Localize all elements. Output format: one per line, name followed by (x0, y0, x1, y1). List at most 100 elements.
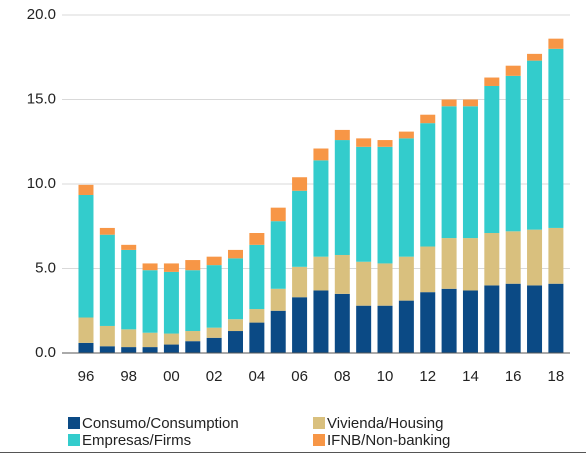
bar-segment (462, 238, 478, 291)
x-tick-label: 12 (419, 368, 436, 385)
bar-segment (377, 146, 393, 264)
bar-segment (142, 347, 158, 353)
bar-segment (334, 254, 350, 294)
bar-segment (228, 319, 243, 332)
bar-segment (206, 327, 222, 338)
x-tick-label: 06 (291, 368, 308, 385)
bar-segment (78, 194, 94, 318)
legend-label: Vivienda/Housing (327, 415, 443, 432)
bar-segment (527, 53, 543, 61)
bar-segment (313, 160, 329, 257)
bar-segment (356, 305, 372, 353)
bar-segment (377, 305, 393, 353)
legend-label: Empresas/Firms (82, 432, 191, 449)
bar-segment (484, 285, 500, 353)
bar-segment (377, 140, 393, 147)
bar-segment (121, 347, 137, 353)
bar-segment (206, 256, 222, 266)
bar-segment (228, 249, 243, 259)
bar-segment (292, 297, 308, 353)
bar-segment (505, 65, 521, 76)
bar-segment (356, 146, 372, 262)
bar-segment (548, 227, 564, 284)
x-tick-label: 02 (206, 368, 223, 385)
bar-segment (99, 325, 115, 347)
bar-segment (398, 256, 414, 301)
bar-segment (249, 233, 265, 245)
bar-segment (206, 265, 222, 328)
bar-segment (484, 233, 500, 286)
bar-segment (484, 77, 500, 86)
bar-segment (441, 288, 457, 353)
x-tick-label: 04 (249, 368, 266, 385)
x-tick-label: 14 (462, 368, 479, 385)
bar-segment (420, 292, 436, 353)
bar-segment (249, 309, 265, 323)
legend-swatch (68, 417, 80, 429)
bar-segment (292, 177, 308, 191)
bar-segment (270, 310, 286, 353)
y-tick-label: 15.0 (27, 90, 56, 107)
y-tick-label: 20.0 (27, 6, 56, 23)
bar-segment (548, 48, 564, 228)
x-tick-label: 00 (163, 368, 180, 385)
bar-segment (185, 331, 201, 342)
bar-segment (185, 270, 201, 332)
bar-segment (420, 246, 436, 293)
legend-label: IFNB/Non-banking (327, 432, 450, 449)
bar-segment (505, 283, 521, 353)
x-tick-label: 18 (548, 368, 565, 385)
bar-segment (78, 317, 94, 343)
bar-segment (548, 38, 564, 49)
bar-segment (78, 342, 94, 353)
bar-segment (334, 129, 350, 141)
bar-segment (420, 123, 436, 247)
legend-swatch (313, 417, 325, 429)
bar-segment (121, 329, 137, 348)
bar-segment (292, 266, 308, 298)
bar-segment (313, 148, 329, 161)
bar-segment (356, 138, 372, 147)
bar-segment (292, 190, 308, 267)
bar-segment (334, 140, 350, 255)
bar-segment (420, 114, 436, 124)
bar-segment (249, 244, 265, 310)
x-tick-label: 08 (334, 368, 351, 385)
bar-segment (505, 75, 521, 232)
bar-segment (99, 227, 115, 235)
bar-segment (398, 131, 414, 139)
bar-segment (334, 293, 350, 353)
bar-segment (398, 138, 414, 257)
bar-segment (270, 221, 286, 289)
bar-segment (441, 238, 457, 289)
bar-segment (78, 184, 94, 195)
bar-segment (270, 207, 286, 222)
bar-segment (142, 332, 158, 348)
bar-segment (484, 85, 500, 234)
bar-segment (163, 271, 179, 334)
bar-segment (527, 229, 543, 286)
bar-segment (163, 344, 179, 353)
bar-segment (99, 346, 115, 353)
bar-segment (228, 331, 243, 353)
bar-segment (121, 244, 137, 250)
legend-swatch (313, 434, 325, 446)
bar-segment (505, 231, 521, 284)
y-tick-label: 10.0 (27, 175, 56, 192)
bar-segment (548, 283, 564, 353)
bar-segment (249, 322, 265, 353)
bar-segment (121, 249, 137, 330)
bar-segment (185, 341, 201, 353)
bar-segment (142, 270, 158, 333)
x-tick-label: 96 (78, 368, 95, 385)
bar-segment (313, 290, 329, 353)
bar-segment (462, 106, 478, 239)
bar-segment (228, 258, 243, 320)
y-tick-label: 5.0 (35, 259, 56, 276)
bar-segment (163, 263, 179, 272)
bar-segment (142, 263, 158, 271)
x-tick-label: 98 (120, 368, 137, 385)
bar-segment (441, 106, 457, 239)
bar-segment (441, 99, 457, 107)
